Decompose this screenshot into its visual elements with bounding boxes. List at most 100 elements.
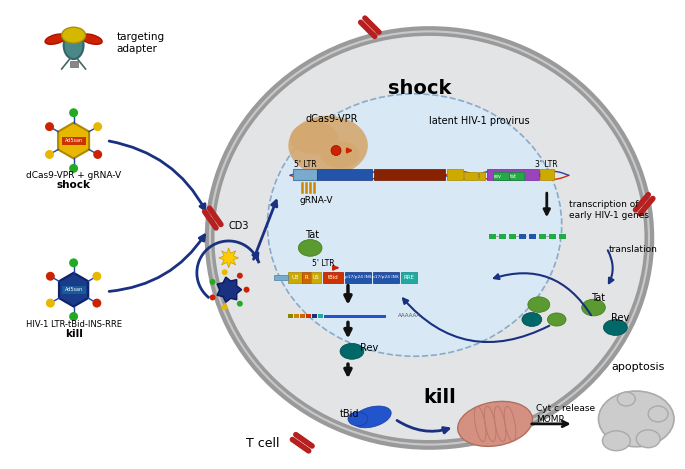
Circle shape: [46, 272, 55, 281]
Text: R: R: [305, 275, 308, 280]
Ellipse shape: [648, 406, 668, 422]
Ellipse shape: [320, 141, 360, 168]
Text: kill: kill: [423, 387, 456, 407]
Circle shape: [69, 312, 78, 321]
Bar: [510, 173, 524, 180]
Bar: [288, 272, 302, 283]
Ellipse shape: [348, 412, 368, 426]
Bar: [539, 234, 546, 239]
Text: rev: rev: [493, 174, 501, 179]
Ellipse shape: [62, 27, 86, 43]
Circle shape: [69, 108, 78, 117]
Ellipse shape: [617, 392, 635, 406]
Text: Rev: Rev: [611, 312, 630, 323]
Bar: [373, 272, 399, 283]
Text: apoptosis: apoptosis: [612, 362, 665, 372]
Circle shape: [237, 301, 242, 307]
Text: shock: shock: [388, 79, 451, 98]
Circle shape: [92, 272, 101, 281]
Bar: [62, 286, 86, 294]
Bar: [288, 314, 293, 318]
Bar: [275, 275, 288, 280]
Ellipse shape: [299, 240, 322, 256]
Text: latent HIV-1 provirus: latent HIV-1 provirus: [429, 116, 530, 126]
Circle shape: [45, 122, 54, 131]
Polygon shape: [58, 123, 89, 159]
Bar: [499, 234, 506, 239]
Bar: [62, 136, 86, 144]
Ellipse shape: [602, 431, 630, 451]
Ellipse shape: [267, 94, 562, 356]
Text: tat: tat: [510, 174, 517, 179]
Circle shape: [93, 150, 102, 159]
Circle shape: [222, 269, 227, 275]
Text: U3: U3: [292, 275, 299, 280]
Text: p17/p24 INS: p17/p24 INS: [373, 275, 399, 279]
Circle shape: [93, 122, 102, 131]
Ellipse shape: [582, 299, 606, 316]
Text: tBid: tBid: [327, 275, 338, 280]
Text: AAAAAA: AAAAAA: [398, 313, 421, 318]
Ellipse shape: [64, 31, 84, 59]
Text: Rev: Rev: [360, 343, 378, 353]
Bar: [345, 272, 371, 283]
Ellipse shape: [636, 430, 660, 448]
Polygon shape: [59, 273, 88, 307]
Circle shape: [237, 272, 242, 279]
Ellipse shape: [81, 34, 102, 45]
Text: Tat: Tat: [591, 293, 606, 303]
Text: CD3: CD3: [229, 221, 249, 231]
Bar: [519, 234, 526, 239]
Bar: [489, 234, 496, 239]
Bar: [479, 173, 485, 180]
Bar: [549, 234, 556, 239]
Ellipse shape: [547, 313, 566, 326]
Bar: [311, 272, 321, 283]
Text: Ad5san: Ad5san: [64, 138, 83, 143]
Bar: [318, 314, 323, 318]
Bar: [295, 314, 299, 318]
Text: gRNA-V: gRNA-V: [299, 196, 333, 204]
Text: tBid: tBid: [340, 409, 360, 419]
Bar: [493, 173, 509, 180]
Circle shape: [210, 279, 216, 285]
Text: T cell: T cell: [246, 437, 279, 450]
Text: Cyt c release
MOMP: Cyt c release MOMP: [536, 404, 595, 424]
Circle shape: [45, 150, 54, 159]
Text: 5' LTR: 5' LTR: [312, 259, 334, 268]
Bar: [324, 315, 386, 318]
Circle shape: [46, 299, 55, 308]
Ellipse shape: [213, 34, 646, 442]
Bar: [540, 169, 553, 180]
Bar: [300, 314, 306, 318]
Bar: [464, 173, 478, 180]
Circle shape: [331, 145, 341, 155]
Bar: [559, 234, 566, 239]
Text: 5' LTR: 5' LTR: [294, 160, 316, 169]
Circle shape: [69, 164, 78, 173]
Text: dCas9-VPR: dCas9-VPR: [306, 113, 358, 124]
Bar: [374, 169, 445, 180]
Ellipse shape: [603, 319, 627, 335]
Circle shape: [222, 304, 227, 310]
Bar: [317, 169, 372, 180]
Bar: [312, 314, 317, 318]
Bar: [509, 234, 516, 239]
Text: Ad5san: Ad5san: [64, 287, 83, 292]
Ellipse shape: [340, 343, 364, 359]
Polygon shape: [217, 277, 242, 302]
Ellipse shape: [207, 28, 652, 448]
Bar: [447, 169, 463, 180]
Text: HIV-1 LTR-tBid-INS-RRE: HIV-1 LTR-tBid-INS-RRE: [25, 320, 122, 329]
Circle shape: [210, 295, 216, 301]
Text: shock: shock: [57, 180, 90, 190]
Ellipse shape: [522, 312, 542, 326]
Text: transcription of
early HIV-1 genes: transcription of early HIV-1 genes: [569, 200, 649, 220]
Ellipse shape: [288, 116, 368, 175]
Ellipse shape: [458, 401, 532, 446]
Text: targeting
adapter: targeting adapter: [116, 32, 164, 54]
Ellipse shape: [528, 297, 550, 312]
Text: translation: translation: [608, 245, 658, 254]
Text: p17/p24 INS: p17/p24 INS: [345, 275, 371, 279]
Bar: [306, 314, 311, 318]
